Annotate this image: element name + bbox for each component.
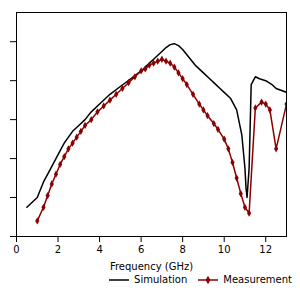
svg-text:0: 0 <box>13 244 19 255</box>
svg-text:8: 8 <box>179 244 185 255</box>
html-text:Simulation: Simulation <box>134 274 188 285</box>
html-text:Measurement: Measurement <box>223 274 292 285</box>
svg-text:2: 2 <box>55 244 61 255</box>
svg-text:6: 6 <box>138 244 144 255</box>
svg-text:12: 12 <box>259 244 272 255</box>
svg-text:4: 4 <box>96 244 102 255</box>
svg-text:Frequency (GHz): Frequency (GHz) <box>110 261 193 272</box>
svg-text:10: 10 <box>218 244 231 255</box>
